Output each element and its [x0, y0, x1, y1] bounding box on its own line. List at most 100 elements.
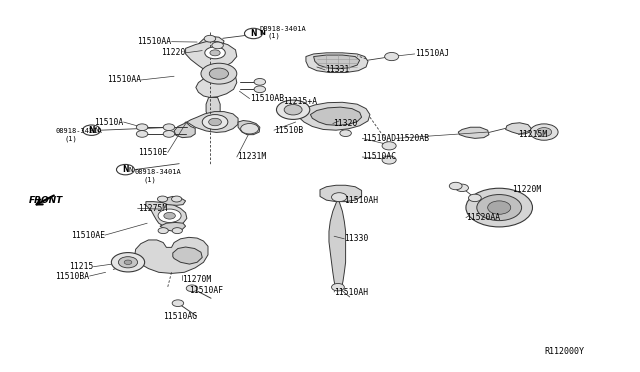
Text: 11510B: 11510B	[274, 126, 303, 135]
Circle shape	[111, 253, 145, 272]
Text: (1): (1)	[268, 33, 280, 39]
Polygon shape	[186, 42, 237, 97]
Circle shape	[449, 182, 462, 190]
Circle shape	[284, 105, 302, 115]
Text: 11510AA: 11510AA	[107, 76, 141, 84]
Circle shape	[172, 196, 182, 202]
Circle shape	[209, 118, 221, 126]
Polygon shape	[298, 102, 370, 130]
Polygon shape	[160, 196, 186, 205]
Polygon shape	[320, 185, 362, 202]
Circle shape	[254, 86, 266, 93]
Circle shape	[241, 124, 259, 134]
Circle shape	[212, 42, 223, 49]
Circle shape	[210, 50, 220, 56]
Polygon shape	[146, 202, 187, 227]
Circle shape	[385, 52, 399, 61]
Text: 11220M: 11220M	[512, 185, 541, 194]
Polygon shape	[173, 247, 202, 264]
Text: 11231M: 11231M	[237, 153, 266, 161]
Circle shape	[204, 35, 216, 42]
Text: 11510BA: 11510BA	[56, 272, 90, 280]
Polygon shape	[310, 107, 362, 125]
Text: R112000Y: R112000Y	[544, 347, 584, 356]
Polygon shape	[329, 202, 346, 287]
Polygon shape	[206, 97, 220, 118]
Text: 11510E: 11510E	[138, 148, 168, 157]
Circle shape	[468, 194, 481, 202]
Circle shape	[488, 201, 511, 214]
Circle shape	[164, 212, 175, 219]
Circle shape	[340, 130, 351, 137]
Text: 11215+A: 11215+A	[284, 97, 317, 106]
Circle shape	[530, 124, 558, 140]
Circle shape	[163, 124, 175, 131]
Circle shape	[172, 300, 184, 307]
Circle shape	[83, 125, 100, 135]
Circle shape	[202, 115, 228, 129]
Circle shape	[254, 78, 266, 85]
Text: 11320: 11320	[333, 119, 357, 128]
Text: (1): (1)	[64, 135, 77, 142]
Text: 11510AH: 11510AH	[334, 288, 368, 296]
Text: 11275M: 11275M	[138, 204, 167, 213]
Circle shape	[163, 131, 175, 137]
Circle shape	[124, 260, 132, 264]
Polygon shape	[238, 121, 260, 135]
Text: N: N	[259, 31, 266, 36]
Polygon shape	[174, 122, 195, 138]
Text: 11270M: 11270M	[182, 275, 212, 284]
Text: (1): (1)	[143, 176, 156, 183]
Circle shape	[205, 47, 225, 59]
Text: 11510AJ: 11510AJ	[415, 49, 449, 58]
Polygon shape	[306, 53, 368, 73]
Polygon shape	[134, 237, 208, 273]
Text: 11520AA: 11520AA	[466, 213, 500, 222]
Text: DB918-3401A: DB918-3401A	[259, 26, 306, 32]
Circle shape	[382, 156, 396, 164]
Text: N: N	[94, 127, 99, 133]
Circle shape	[456, 184, 468, 192]
Polygon shape	[458, 127, 489, 138]
Circle shape	[172, 228, 182, 234]
Text: 11510AG: 11510AG	[163, 312, 197, 321]
Circle shape	[477, 195, 522, 221]
Text: 08918-3421A: 08918-3421A	[55, 128, 102, 134]
Text: 11510AB: 11510AB	[250, 94, 284, 103]
Text: N: N	[129, 167, 133, 173]
Circle shape	[118, 257, 138, 268]
Text: N: N	[88, 126, 95, 135]
Circle shape	[276, 100, 310, 119]
Polygon shape	[506, 123, 531, 134]
Circle shape	[201, 63, 237, 84]
Text: FRONT: FRONT	[29, 196, 63, 205]
Circle shape	[209, 68, 228, 79]
Circle shape	[332, 283, 344, 291]
Circle shape	[186, 285, 198, 292]
Circle shape	[244, 28, 262, 39]
Text: 11510AC: 11510AC	[362, 153, 396, 161]
Text: 11510AE: 11510AE	[71, 231, 105, 240]
Text: 11215M: 11215M	[518, 130, 548, 139]
Text: 11510AF: 11510AF	[189, 286, 223, 295]
Polygon shape	[187, 112, 238, 132]
Circle shape	[136, 131, 148, 137]
Text: 11220: 11220	[161, 48, 186, 57]
Text: 08918-3401A: 08918-3401A	[134, 169, 181, 175]
Polygon shape	[198, 36, 224, 49]
Circle shape	[158, 228, 168, 234]
Polygon shape	[314, 55, 360, 69]
Circle shape	[116, 164, 134, 175]
Text: 11510A: 11510A	[94, 118, 124, 126]
Circle shape	[382, 142, 396, 150]
Polygon shape	[160, 222, 186, 231]
Circle shape	[536, 128, 552, 137]
Text: N: N	[250, 29, 257, 38]
Circle shape	[332, 193, 347, 202]
Text: 11510AA: 11510AA	[138, 37, 172, 46]
Text: 11331: 11331	[325, 65, 349, 74]
Text: 11520AB: 11520AB	[396, 134, 429, 143]
Circle shape	[158, 209, 181, 222]
Text: 11215: 11215	[69, 262, 93, 271]
Text: 11510AD: 11510AD	[362, 134, 396, 143]
